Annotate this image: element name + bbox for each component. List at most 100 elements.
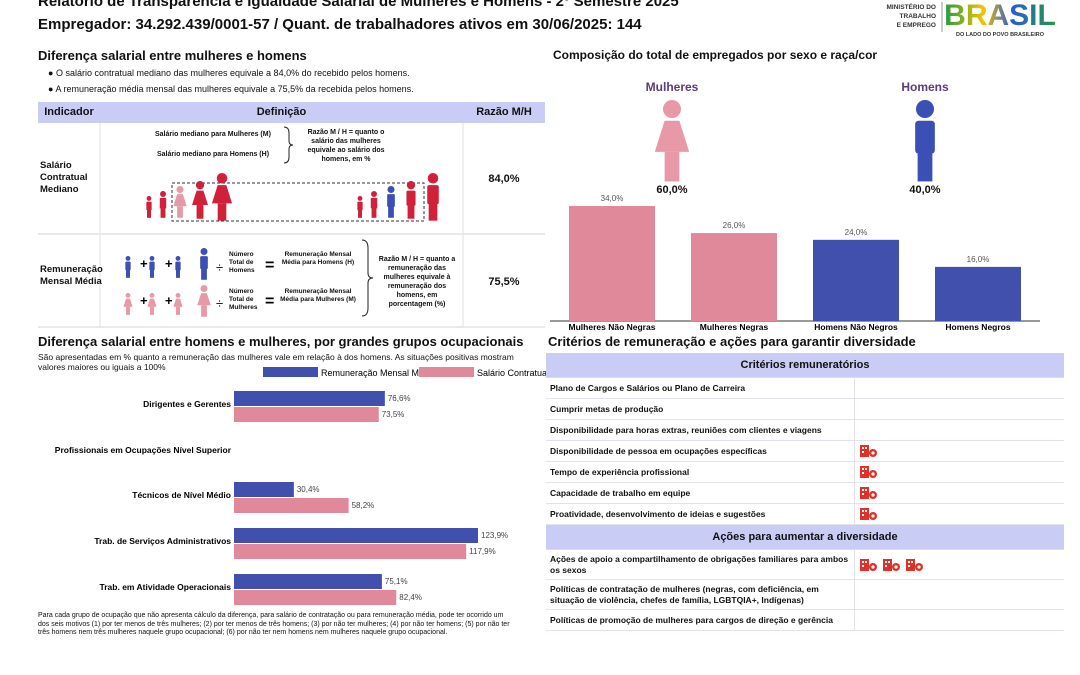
report-title: Relatório de Transparência e Igualdade S… [38, 0, 679, 10]
legs [917, 151, 933, 182]
body [200, 256, 208, 269]
criteria-icons [855, 580, 859, 609]
definition-text: Remuneração Mensal Média para Homens (H) [281, 251, 355, 266]
bar [234, 528, 478, 543]
criteria-text: Cumprir metas de produção [546, 399, 855, 419]
ratio-value: 75,5% [488, 276, 520, 288]
chart-subtitle: São apresentadas em % quanto a remuneraç… [38, 352, 514, 372]
head [357, 196, 363, 201]
value-label: 73,5% [382, 410, 405, 419]
criteria-icons [855, 550, 924, 579]
person-icon [192, 181, 208, 219]
person-icon [149, 256, 155, 278]
person-icon [146, 196, 152, 218]
legs [201, 268, 207, 280]
value-label: 76,6% [388, 394, 411, 403]
building-icon [883, 558, 900, 571]
legs [664, 151, 680, 182]
legs [176, 269, 180, 278]
section-title: Critérios de remuneração e ações para ga… [548, 334, 916, 349]
criteria-text: Proatividade, desenvolvimento de ideias … [546, 504, 855, 524]
head [149, 256, 155, 261]
ratio-definition: Razão M / H = quanto a remuneração das m… [378, 256, 456, 308]
y-tick-label: Trab. em Atividade Operacionais [100, 582, 232, 592]
person-icon [200, 248, 208, 280]
building-icon [860, 558, 877, 571]
criteria-row: Ações de apoio a compartilhamento de obr… [546, 550, 1064, 580]
bar [935, 266, 1021, 321]
person-icon [387, 186, 395, 218]
criteria-icons [855, 399, 859, 419]
building-icon [860, 508, 877, 520]
people-icons [123, 173, 439, 317]
legs [126, 269, 130, 278]
legs [358, 209, 362, 218]
equals-sign: = [265, 293, 274, 310]
criteria-icons [855, 504, 878, 524]
legend-label: Remuneração Mensal Média [321, 368, 436, 378]
head [662, 100, 682, 119]
bullet: ● A remuneração média mensal das mulhere… [48, 84, 414, 94]
building-icon [860, 445, 877, 457]
table-header: Razão M/H [476, 106, 532, 118]
legs [388, 206, 394, 218]
table-header: Indicador [44, 106, 94, 118]
definition-text: Número Total de Homens [229, 251, 255, 274]
value-label: 117,9% [469, 547, 496, 556]
report-subtitle: Empregador: 34.292.439/0001-57 / Quant. … [38, 16, 642, 33]
bullet-text: O salário contratual mediano das mulhere… [55, 68, 410, 78]
body [173, 298, 183, 307]
head [125, 256, 131, 261]
legend-swatch [263, 367, 318, 377]
ratio-value: 84,0% [488, 173, 520, 185]
criteria-icons [855, 462, 878, 482]
legs [176, 306, 180, 315]
criteria-row: Disponibilidade de pessoa em ocupações e… [546, 441, 1064, 462]
head [427, 173, 439, 184]
legs [150, 306, 154, 315]
person-icon [173, 186, 187, 218]
divide-sign: ÷ [216, 296, 223, 311]
head [146, 196, 152, 201]
criteria-row: Políticas de contratação de mulheres (ne… [546, 580, 1064, 610]
bar [234, 391, 385, 406]
body [146, 201, 152, 211]
legs [407, 205, 415, 219]
y-tick-label: Profissionais em Ocupações Nível Superio… [55, 445, 232, 455]
criteria-icons [855, 483, 878, 503]
value-label: 24,0% [845, 228, 868, 237]
legs [160, 208, 166, 218]
comparison-box [171, 182, 425, 222]
chart-title: Diferença salarial entre homens e mulher… [38, 334, 524, 349]
bar [234, 407, 379, 422]
criteria-text: Políticas de contratação de mulheres (ne… [546, 580, 855, 609]
x-tick-label: Homens Negros [945, 322, 1010, 332]
head [406, 181, 416, 190]
logo-ministry: TRABALHO [900, 13, 936, 20]
table-header: Definição [256, 106, 307, 118]
bar [813, 239, 899, 321]
body [125, 261, 131, 271]
value-label: 26,0% [723, 221, 746, 230]
value-label: 75,1% [385, 577, 408, 586]
body [211, 185, 233, 204]
criteria-text: Capacidade de trabalho em equipe [546, 483, 855, 503]
table-header-bg [38, 102, 545, 123]
definition-text: Número Total de Mulheres [229, 288, 258, 311]
chart-note: Para cada grupo de ocupação que não apre… [38, 612, 510, 636]
head [125, 293, 131, 298]
head [200, 248, 208, 256]
head [195, 181, 205, 190]
criteria-row: Disponibilidade para horas extras, reuni… [546, 420, 1064, 441]
building-icon [860, 487, 877, 499]
indicator: Remuneração Mensal Média [40, 264, 103, 287]
plus-sign: + [140, 293, 148, 308]
section-title: Diferença salarial entre mulheres e home… [38, 48, 307, 63]
logo-ministry: MINISTÉRIO DO [887, 2, 936, 11]
person-icon [197, 285, 211, 317]
plus-sign: + [165, 293, 173, 308]
person-icon [406, 181, 416, 219]
bullet-text: A remuneração média mensal das mulheres … [55, 84, 414, 94]
head [175, 293, 181, 298]
